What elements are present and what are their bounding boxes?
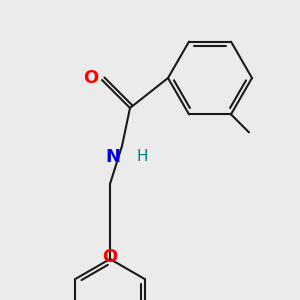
Text: N: N (105, 148, 120, 166)
Text: O: O (102, 248, 118, 266)
Text: O: O (83, 69, 98, 87)
Text: H: H (136, 149, 148, 164)
